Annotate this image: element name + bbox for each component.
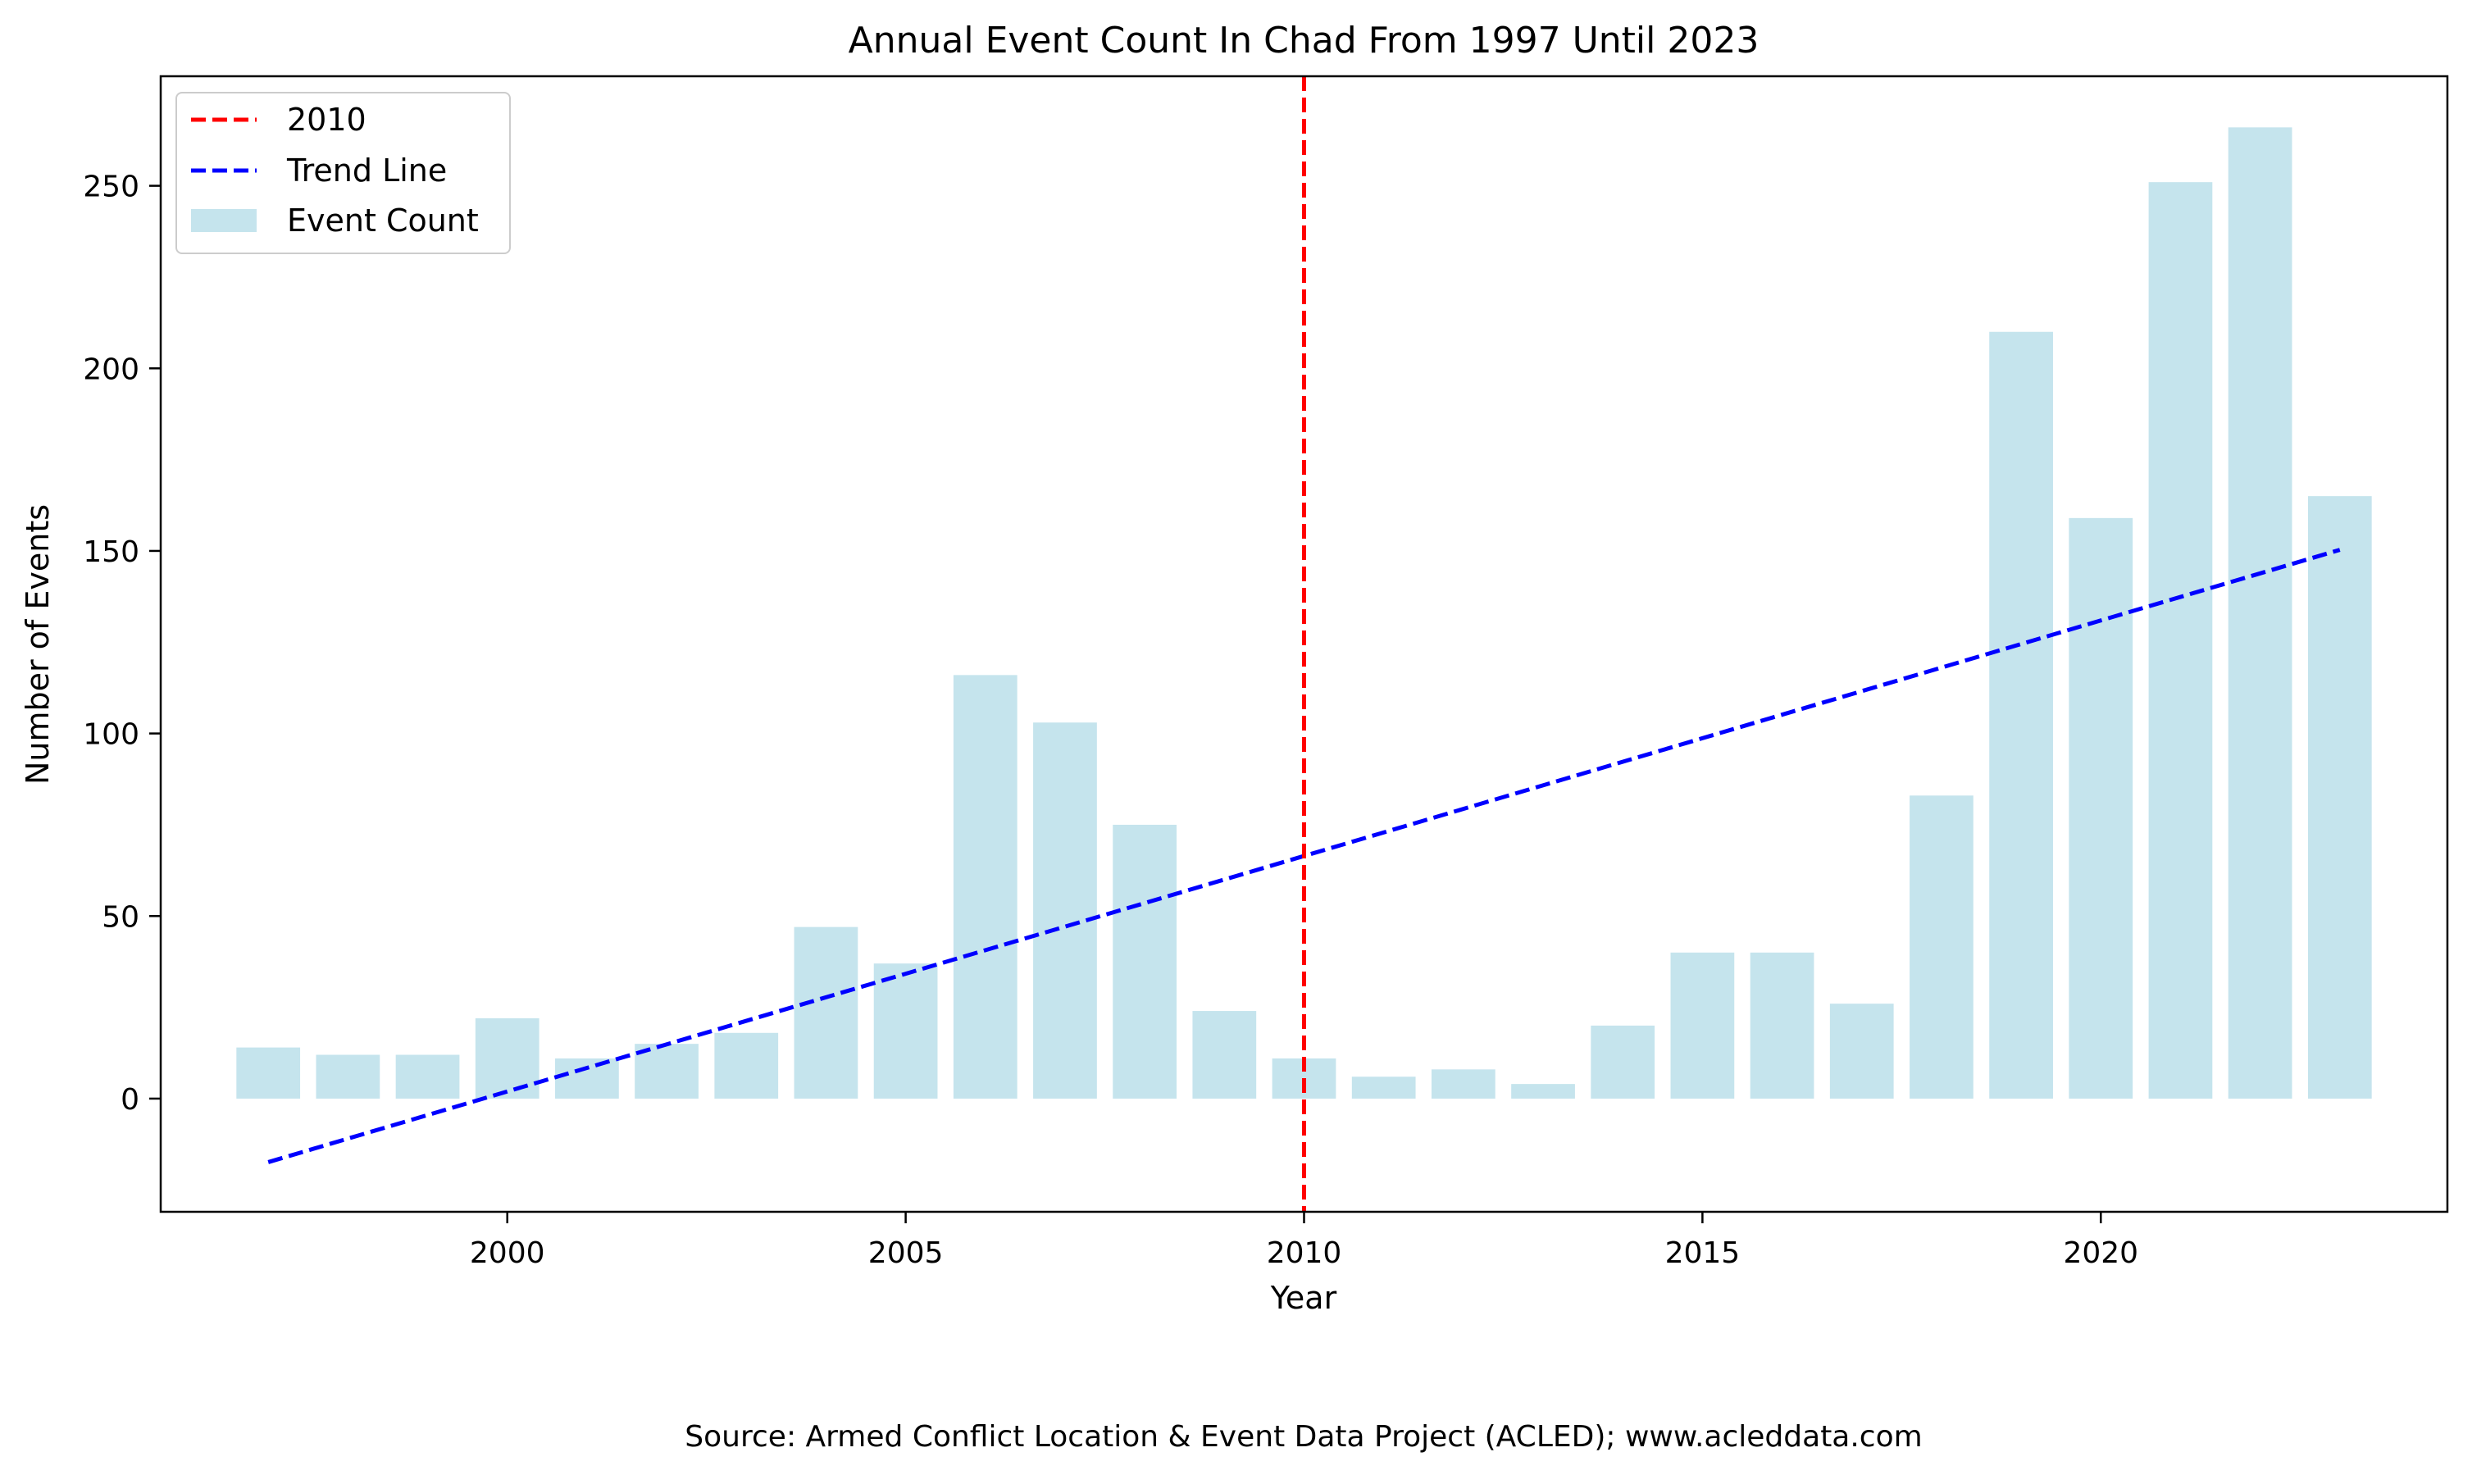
x-tick-label-2020: 2020 — [2063, 1236, 2138, 1270]
x-tick-label-2010: 2010 — [1267, 1236, 1342, 1270]
y-tick-label-250: 250 — [83, 171, 139, 204]
bar-2015 — [1670, 952, 1735, 1099]
bar-2014 — [1591, 1025, 1655, 1099]
source-note: Source: Armed Conflict Location & Event … — [685, 1420, 1922, 1454]
bar-2005 — [873, 963, 938, 1099]
x-tick-label-2005: 2005 — [868, 1236, 944, 1270]
bar-2023 — [2307, 496, 2372, 1099]
bar-1999 — [395, 1054, 460, 1099]
bar-2007 — [1033, 722, 1097, 1099]
bar-1998 — [316, 1054, 380, 1099]
bar-2019 — [1989, 331, 2053, 1099]
y-tick-label-0: 0 — [121, 1083, 139, 1117]
bar-2012 — [1431, 1069, 1495, 1099]
y-tick-label-50: 50 — [102, 900, 139, 934]
y-tick-label-100: 100 — [83, 718, 139, 752]
legend-box — [175, 92, 511, 254]
y-axis-label: Number of Events — [20, 504, 56, 785]
chart-title: Annual Event Count In Chad From 1997 Unt… — [849, 20, 1760, 61]
bar-2017 — [1829, 1004, 1894, 1099]
legend-swatch-2 — [191, 209, 257, 232]
bar-2004 — [794, 926, 858, 1099]
bar-2011 — [1351, 1077, 1416, 1099]
bar-2009 — [1192, 1011, 1257, 1099]
legend-label-2: Event Count — [287, 203, 479, 239]
x-axis-label: Year — [1270, 1280, 1337, 1316]
bar-2000 — [475, 1017, 539, 1099]
y-tick-label-150: 150 — [83, 535, 139, 569]
plot-area — [159, 75, 2449, 1213]
bar-2021 — [2148, 182, 2213, 1099]
legend-label-1: Trend Line — [286, 152, 447, 189]
bar-1997 — [236, 1047, 301, 1099]
bars-group — [236, 127, 2372, 1099]
bar-2006 — [953, 675, 1017, 1099]
y-axis: 0 50 100 150 200 250 — [83, 171, 161, 1117]
x-tick-label-2000: 2000 — [470, 1236, 545, 1270]
y-tick-label-200: 200 — [83, 353, 139, 386]
bar-2002 — [635, 1044, 699, 1099]
x-tick-label-2015: 2015 — [1665, 1236, 1741, 1270]
bar-2013 — [1511, 1084, 1575, 1099]
legend: 2010 Trend Line Event Count — [175, 92, 511, 254]
legend-label-0: 2010 — [287, 102, 366, 138]
bar-2022 — [2228, 127, 2292, 1099]
bar-2020 — [2069, 517, 2133, 1099]
bar-2003 — [714, 1032, 779, 1099]
lines-group — [267, 76, 2341, 1212]
bar-2016 — [1750, 952, 1814, 1099]
bar-2001 — [555, 1058, 619, 1099]
bar-2008 — [1113, 824, 1177, 1099]
bar-2018 — [1910, 795, 1974, 1099]
x-axis: 2000 2005 2010 2015 2020 — [470, 1212, 2138, 1270]
